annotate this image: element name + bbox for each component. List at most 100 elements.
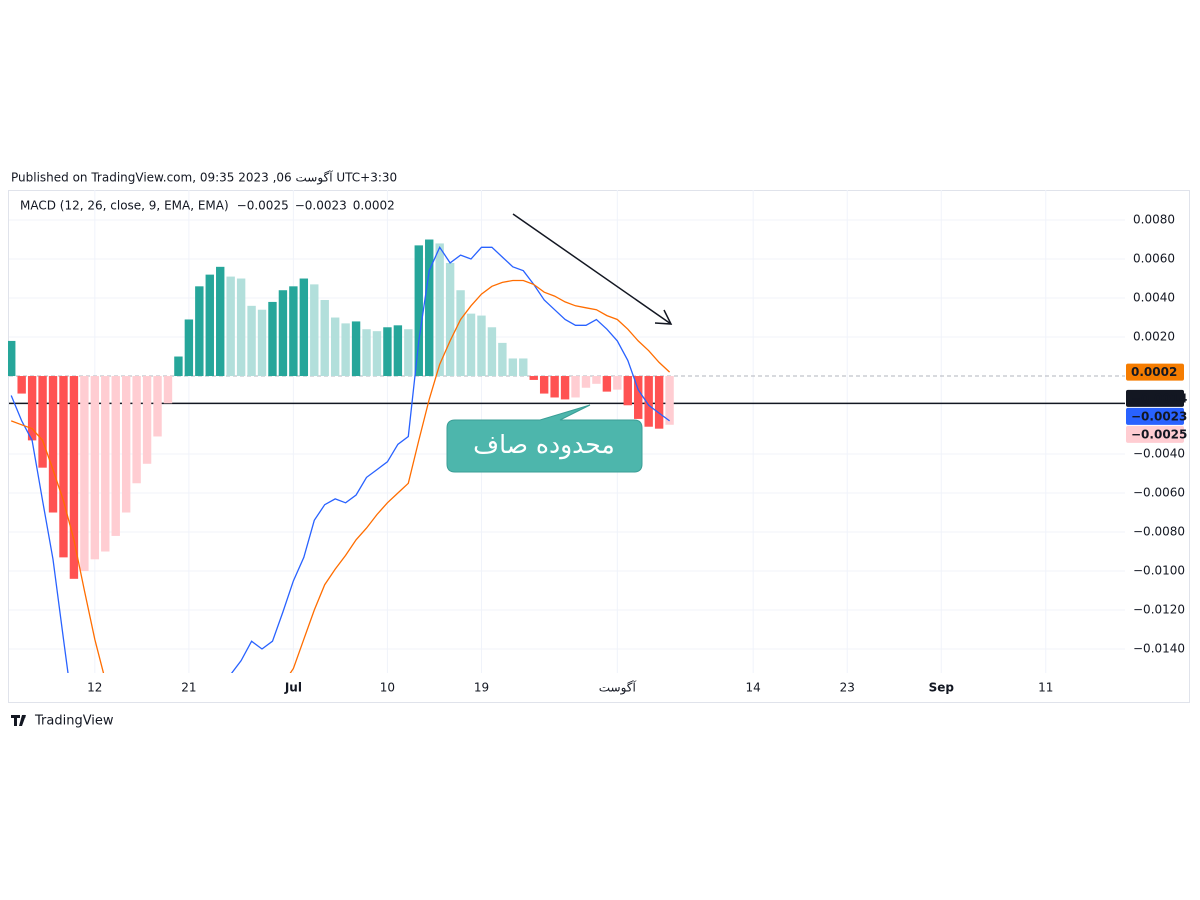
price-badge-label: −0.0023 (1131, 409, 1187, 423)
trend-arrow (512, 213, 672, 325)
histogram-bar (195, 286, 204, 377)
histogram-bar (247, 305, 256, 377)
y-tick-label: −0.0040 (1133, 447, 1185, 461)
histogram-bar (529, 376, 538, 380)
histogram-bar (435, 243, 444, 377)
histogram-bar (205, 274, 214, 377)
histogram-bar (560, 376, 570, 400)
histogram-bar (372, 331, 382, 377)
histogram-bar (299, 278, 309, 377)
histogram-bar (289, 286, 298, 377)
histogram-bar (268, 301, 277, 377)
x-tick-label: 14 (746, 681, 761, 695)
histogram-bar (665, 376, 674, 425)
histogram-bar (477, 315, 486, 377)
price-badge-label: 0.0002 (1131, 365, 1177, 379)
histogram-bar (27, 376, 37, 441)
histogram-bar (278, 290, 288, 377)
price-badge-label: −0.0014 (1131, 391, 1187, 405)
histogram-bar (226, 276, 235, 377)
histogram-bar (539, 376, 549, 394)
legend-value: 0.0002 (353, 199, 395, 213)
histogram-bar (393, 325, 403, 377)
histogram-bar (17, 376, 26, 394)
histogram-bar (341, 323, 350, 377)
y-tick-label: −0.0060 (1133, 486, 1185, 500)
histogram-bar (174, 356, 183, 377)
indicator-name: MACD (12, 26, close, 9, EMA, EMA) (20, 199, 229, 213)
histogram-bar (111, 376, 120, 536)
histogram-bar (101, 376, 110, 552)
histogram-bar (184, 319, 194, 377)
histogram-bar (581, 376, 591, 388)
histogram-bar (634, 376, 643, 419)
histogram-bar (602, 376, 612, 392)
histogram-bar (362, 329, 371, 377)
plot (8, 239, 1125, 673)
histogram-bar (404, 329, 413, 377)
x-tick-label: 11 (1038, 681, 1053, 695)
histogram-bar (498, 342, 507, 377)
histogram-bar (487, 327, 497, 377)
y-tick-label: −0.0080 (1133, 525, 1185, 539)
macd-line (10, 245, 670, 673)
histogram-bar (80, 376, 89, 572)
logo-dot (22, 714, 26, 719)
y-tick-label: 0.0040 (1133, 291, 1175, 305)
y-tick-label: −0.0100 (1133, 564, 1185, 578)
histogram-bar (445, 262, 455, 377)
legend: MACD (12, 26, close, 9, EMA, EMA) −0.002… (20, 199, 395, 213)
histogram-bar (48, 376, 58, 513)
histogram-bar (121, 376, 131, 513)
price-badge (1126, 389, 1184, 407)
histogram-bar (613, 376, 622, 390)
arrow-head (654, 309, 673, 325)
x-tick-label: 21 (181, 681, 196, 695)
histogram-bar (320, 299, 329, 377)
histogram-bar (236, 278, 246, 377)
price-badge (1126, 363, 1184, 381)
histogram-bar (59, 376, 68, 558)
histogram-bar (644, 376, 653, 427)
histogram-bar (132, 376, 141, 484)
x-tick-label: 19 (474, 681, 489, 695)
histogram-bar (90, 376, 100, 560)
axes: 0.0080 0.0060 0.0040 0.0020 −0.0040 −0.0060 −0… (87, 213, 1187, 696)
legend-value: −0.0023 (295, 199, 347, 213)
histogram-bar (163, 376, 173, 404)
histogram-bar (654, 376, 664, 429)
histogram-bar (383, 327, 392, 377)
histogram-bar (153, 376, 162, 437)
brand: TradingView (34, 714, 114, 729)
x-tick-label: Sep (929, 681, 955, 695)
histogram-bar (508, 358, 518, 377)
histogram-bar (425, 239, 434, 377)
y-tick-label: 0.0080 (1133, 213, 1175, 227)
histogram-bar (456, 290, 465, 377)
histogram-bar (623, 376, 632, 406)
y-tick-label: 0.0060 (1133, 252, 1175, 266)
x-tick-label: 10 (380, 681, 395, 695)
publish-info: Published on TradingView.com, 09:35 2023… (11, 170, 397, 186)
x-tick-label: آگوست (599, 680, 637, 696)
histogram-bar (466, 313, 476, 377)
callout-box (446, 404, 643, 473)
x-tick-label: 23 (840, 681, 855, 695)
y-tick-label: −0.0140 (1133, 642, 1185, 656)
grid (9, 190, 1125, 673)
chart-frame (8, 190, 1190, 703)
x-tick-label: 12 (87, 681, 102, 695)
histogram-bar (38, 376, 47, 468)
logo: TradingView (11, 714, 114, 729)
y-tick-label: 0.0020 (1133, 330, 1175, 344)
histogram-bar (550, 376, 559, 398)
y-tick-label: −0.0120 (1133, 603, 1185, 617)
legend-value: −0.0025 (237, 199, 289, 213)
price-badge (1126, 425, 1184, 443)
macd-line (10, 279, 671, 673)
histogram-bar (310, 284, 319, 377)
histogram-bar (8, 340, 16, 377)
callout-text: محدوده صاف (473, 430, 615, 460)
price-badge (1126, 407, 1184, 425)
logo-mark (11, 715, 26, 726)
